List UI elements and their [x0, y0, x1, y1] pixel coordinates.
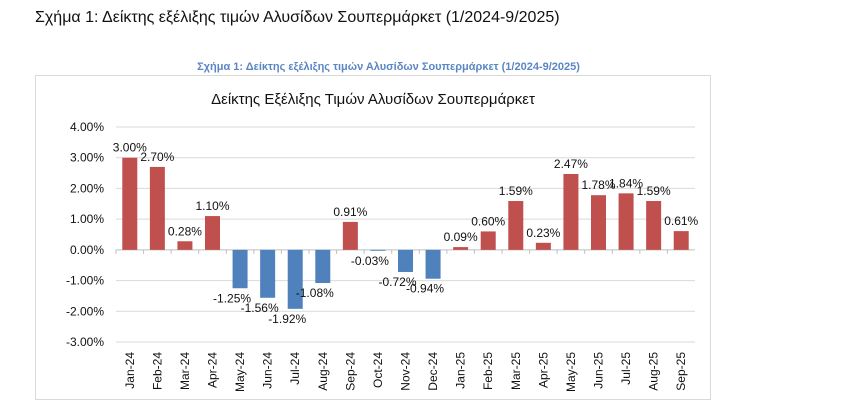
data-label: 0.60% [471, 214, 505, 228]
x-tick-label: May-25 [564, 352, 578, 392]
y-tick-label: 1.00% [70, 212, 104, 226]
bar [260, 249, 276, 298]
y-tick-label: -1.00% [66, 274, 104, 288]
chart-frame [35, 75, 711, 400]
bar [398, 249, 413, 272]
x-tick-label: Feb-25 [481, 352, 495, 390]
bar [673, 231, 689, 250]
data-label: 1.10% [195, 199, 229, 213]
data-label: -0.72% [378, 275, 416, 289]
x-tick-label: Mar-24 [178, 352, 192, 390]
data-label: 1.59% [637, 184, 671, 198]
x-tick-label: Sep-24 [343, 352, 357, 391]
bar [480, 231, 496, 250]
bar [508, 201, 524, 250]
x-tick-label: Sep-25 [674, 352, 688, 391]
x-tick-label: Jun-25 [592, 352, 606, 389]
x-tick-label: Dec-24 [426, 352, 440, 391]
y-tick-label: 0.00% [70, 243, 104, 257]
data-label: 0.28% [168, 224, 202, 238]
data-label: -0.94% [406, 282, 444, 296]
data-label: -1.56% [241, 301, 279, 315]
bar [618, 193, 634, 250]
data-label: 0.91% [333, 205, 367, 219]
x-tick-label: Jul-24 [288, 352, 302, 385]
x-tick-label: Apr-25 [536, 352, 550, 388]
y-tick-label: -3.00% [66, 335, 104, 349]
bar [342, 221, 358, 250]
data-label: 1.84% [609, 176, 643, 190]
data-label: -1.92% [268, 312, 306, 326]
figure-caption: Σχήμα 1: Δείκτης εξέλιξης τιμών Αλυσίδων… [197, 61, 580, 73]
x-tick-label: Apr-24 [206, 352, 220, 388]
x-tick-label: May-24 [233, 352, 247, 392]
document-heading: Σχήμα 1: Δείκτης εξέλιξης τιμών Αλυσίδων… [35, 9, 560, 26]
data-label: -0.03% [351, 254, 389, 268]
data-label: 2.47% [554, 157, 588, 171]
data-label: 2.70% [140, 150, 174, 164]
data-label: 0.23% [526, 226, 560, 240]
bar [425, 249, 441, 279]
x-tick-label: Aug-25 [647, 352, 661, 391]
data-label: 0.61% [664, 214, 698, 228]
data-label: 0.09% [444, 230, 478, 244]
y-tick-label: 3.00% [70, 151, 104, 165]
data-label: 1.78% [581, 178, 615, 192]
data-label: 3.00% [113, 141, 147, 155]
chart-title: Δείκτης Εξέλιξης Τιμών Αλυσίδων Σουπερμά… [211, 91, 535, 108]
x-tick-label: Mar-25 [509, 352, 523, 390]
x-tick-label: Jul-25 [619, 352, 633, 385]
data-label: 1.59% [499, 184, 533, 198]
y-tick-label: -2.00% [66, 304, 104, 318]
bar [591, 195, 606, 250]
bar [287, 249, 303, 309]
bar [370, 249, 386, 251]
data-label: -1.25% [213, 291, 251, 305]
bar [122, 157, 138, 250]
x-tick-label: Feb-24 [150, 352, 164, 390]
bar [315, 249, 331, 284]
x-tick-label: Jun-24 [261, 352, 275, 389]
x-tick-label: Nov-24 [399, 352, 413, 391]
bar [563, 173, 579, 250]
x-tick-label: Jan-25 [454, 352, 468, 389]
data-label: -1.08% [296, 286, 334, 300]
bar [149, 166, 165, 250]
y-tick-label: 4.00% [70, 120, 104, 134]
x-tick-label: Oct-24 [371, 352, 385, 388]
y-tick-label: 2.00% [70, 181, 104, 195]
x-tick-label: Jan-24 [123, 352, 137, 389]
bar [646, 201, 662, 250]
bar [535, 242, 551, 250]
x-tick-label: Aug-24 [316, 352, 330, 391]
bar [453, 247, 469, 250]
bar [177, 241, 193, 250]
bar [205, 216, 220, 250]
bar [232, 249, 248, 289]
